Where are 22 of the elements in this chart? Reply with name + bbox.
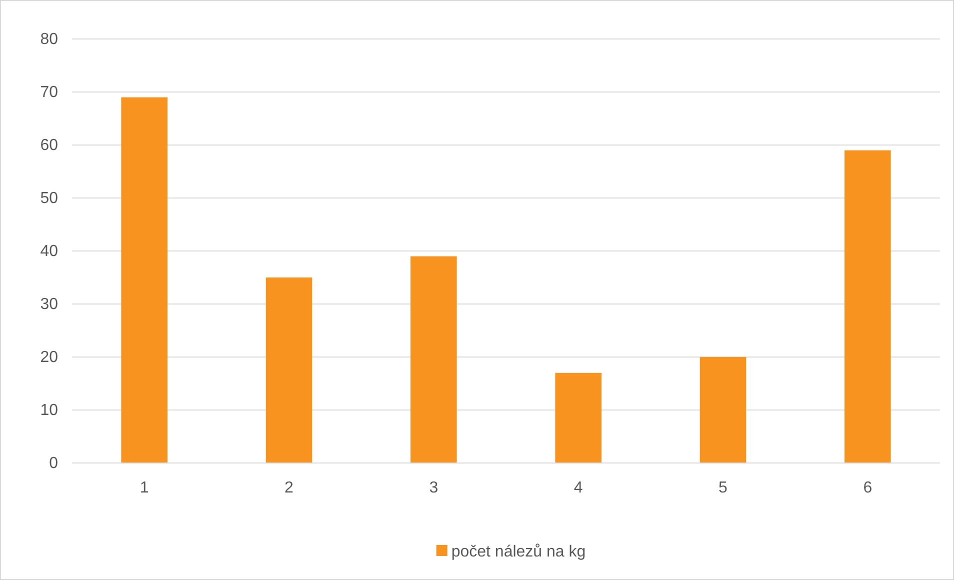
bar bbox=[266, 278, 312, 463]
y-tick-label: 10 bbox=[40, 402, 58, 420]
x-tick-label: 3 bbox=[429, 479, 438, 496]
y-tick-label: 50 bbox=[40, 190, 58, 208]
bar bbox=[121, 97, 168, 463]
bar bbox=[700, 357, 746, 463]
y-tick-label: 60 bbox=[40, 137, 58, 154]
x-tick-label: 5 bbox=[718, 479, 728, 496]
bar bbox=[410, 256, 457, 463]
x-tick-label: 1 bbox=[140, 479, 149, 496]
y-tick-label: 30 bbox=[40, 296, 58, 314]
x-tick-label: 4 bbox=[574, 479, 583, 496]
y-tick-label: 20 bbox=[40, 349, 58, 366]
y-tick-label: 40 bbox=[40, 243, 58, 260]
y-tick-label: 80 bbox=[40, 31, 58, 48]
y-tick-label: 70 bbox=[40, 84, 58, 102]
y-tick-label: 0 bbox=[49, 455, 58, 472]
x-tick-label: 6 bbox=[863, 479, 872, 496]
bar bbox=[555, 372, 602, 463]
bar bbox=[844, 150, 891, 463]
legend-label: počet nálezů na kg bbox=[451, 544, 586, 561]
x-tick-label: 2 bbox=[284, 479, 294, 496]
